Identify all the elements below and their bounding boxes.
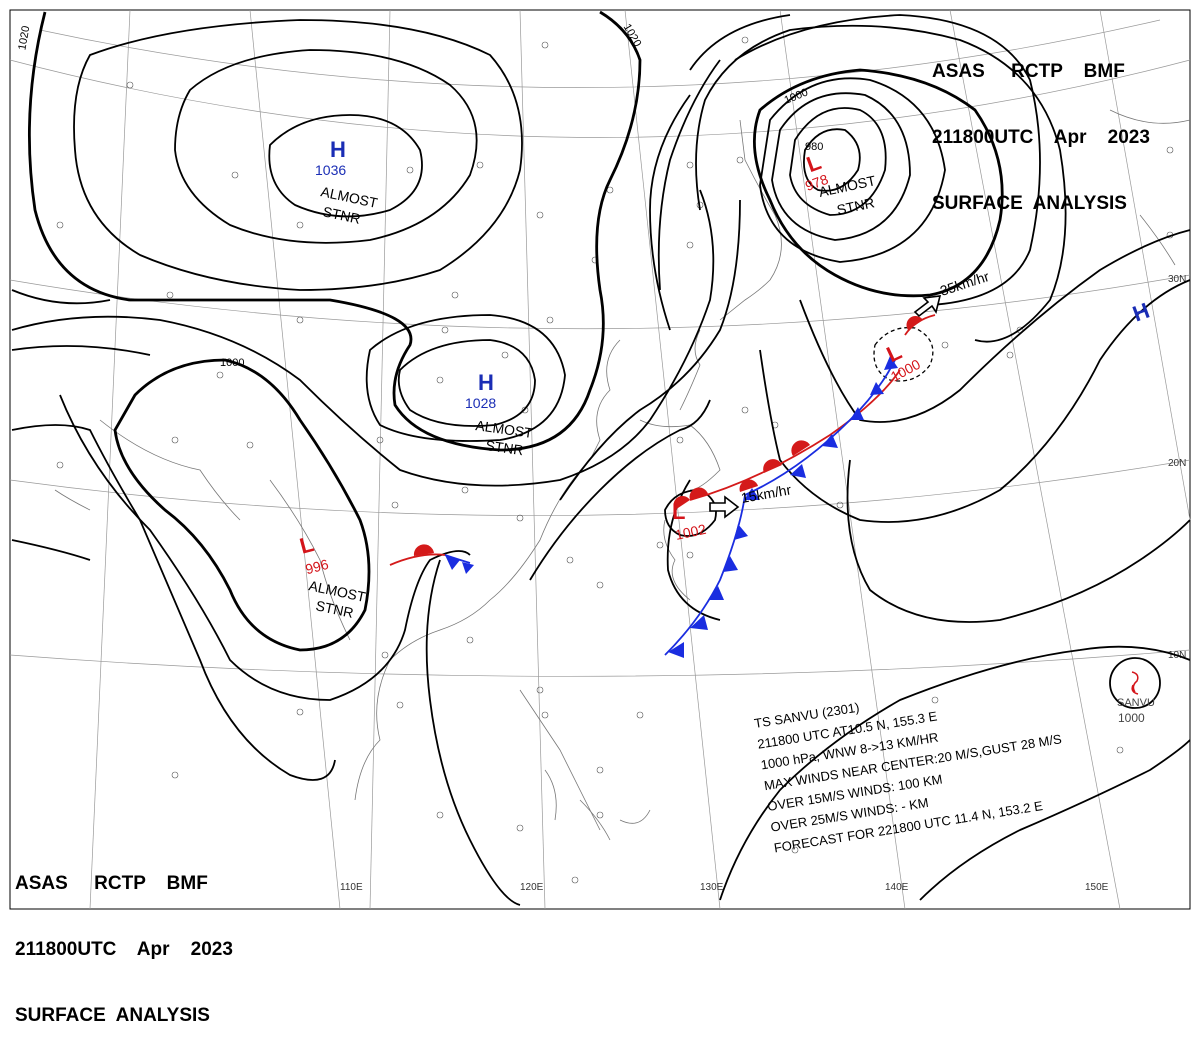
low-1002: L 1002: [672, 499, 708, 543]
typhoon-sanvu-symbol: SANVU 1000: [1117, 671, 1155, 725]
isobar-label-1000-a: 1000: [220, 357, 244, 369]
lon-label-110e: 110E: [340, 882, 363, 893]
typhoon-name-label: SANVU: [1117, 697, 1155, 709]
weather-map: 110E 120E 130E 140E 150E 30N 20N 10N: [9, 9, 1191, 910]
header-bottom: ASAS RCTP BMF 211800UTC Apr 2023 SURFACE…: [15, 829, 233, 1049]
low-996: L 996 ALMOST STNR: [297, 531, 368, 621]
header-bottom-line1: ASAS RCTP BMF: [15, 873, 208, 894]
isobar-1000-west: [113, 358, 371, 652]
map-frame: [9, 9, 1191, 910]
header-bottom-line3: SURFACE ANALYSIS: [15, 1005, 210, 1026]
lon-label-150e: 150E: [1085, 882, 1109, 893]
high-1036: H 1036 ALMOST STNR: [315, 137, 379, 227]
high-east-letter: H: [1129, 298, 1152, 327]
header-top-line2: 211800UTC Apr 2023: [932, 127, 1150, 148]
header-top-line3: SURFACE ANALYSIS: [932, 193, 1127, 214]
high-1036-pressure: 1036: [315, 162, 346, 178]
low-1002-letter: L: [672, 499, 685, 524]
high-1028-note2: STNR: [485, 437, 525, 458]
low-996-letter: L: [297, 531, 316, 559]
coastlines: [54, 109, 1191, 841]
lon-label-130e: 130E: [700, 882, 724, 893]
arrow-l3: [709, 495, 740, 519]
isobar-label-1020-a: 1020: [16, 25, 32, 51]
lon-label-140e: 140E: [885, 882, 909, 893]
header-bottom-line2: 211800UTC Apr 2023: [15, 939, 233, 960]
low-978-pressure: 978: [803, 171, 831, 194]
high-1028-note1: ALMOST: [475, 417, 535, 441]
isobar-label-980: 980: [805, 141, 823, 153]
high-1028-letter: H: [478, 370, 494, 395]
isobars: [11, 10, 1191, 906]
typhoon-pressure-label: 1000: [1118, 711, 1145, 725]
station-plots: [56, 36, 1174, 884]
header-top: ASAS RCTP BMF 211800UTC Apr 2023 SURFACE…: [932, 17, 1150, 237]
high-1028-pressure: 1028: [465, 395, 496, 411]
lat-label-20n: 20N: [1168, 458, 1186, 469]
lon-label-120e: 120E: [520, 882, 544, 893]
high-1036-note2: STNR: [321, 203, 362, 227]
warm-front: [389, 314, 936, 566]
low-996-note2: STNR: [314, 597, 355, 621]
typhoon-icon: [1131, 671, 1139, 695]
isobar-1020: [28, 10, 642, 452]
lat-label-30n: 30N: [1168, 274, 1186, 285]
motion-arrows: [709, 295, 942, 519]
arrow-l2: [913, 295, 942, 318]
high-1036-letter: H: [330, 137, 346, 162]
low-996-pressure: 996: [304, 556, 331, 578]
cold-front: [444, 356, 898, 658]
isobar-1000-north: [753, 68, 1004, 298]
isobar-label-1020-b: 1020: [621, 22, 644, 49]
header-top-line1: ASAS RCTP BMF: [932, 61, 1125, 82]
longitude-grid: [89, 9, 1191, 910]
high-east: H: [1129, 298, 1152, 327]
high-1028: H 1028 ALMOST STNR: [465, 370, 534, 458]
low-1002-pressure: 1002: [674, 521, 708, 543]
low-978-note2: STNR: [835, 194, 876, 218]
